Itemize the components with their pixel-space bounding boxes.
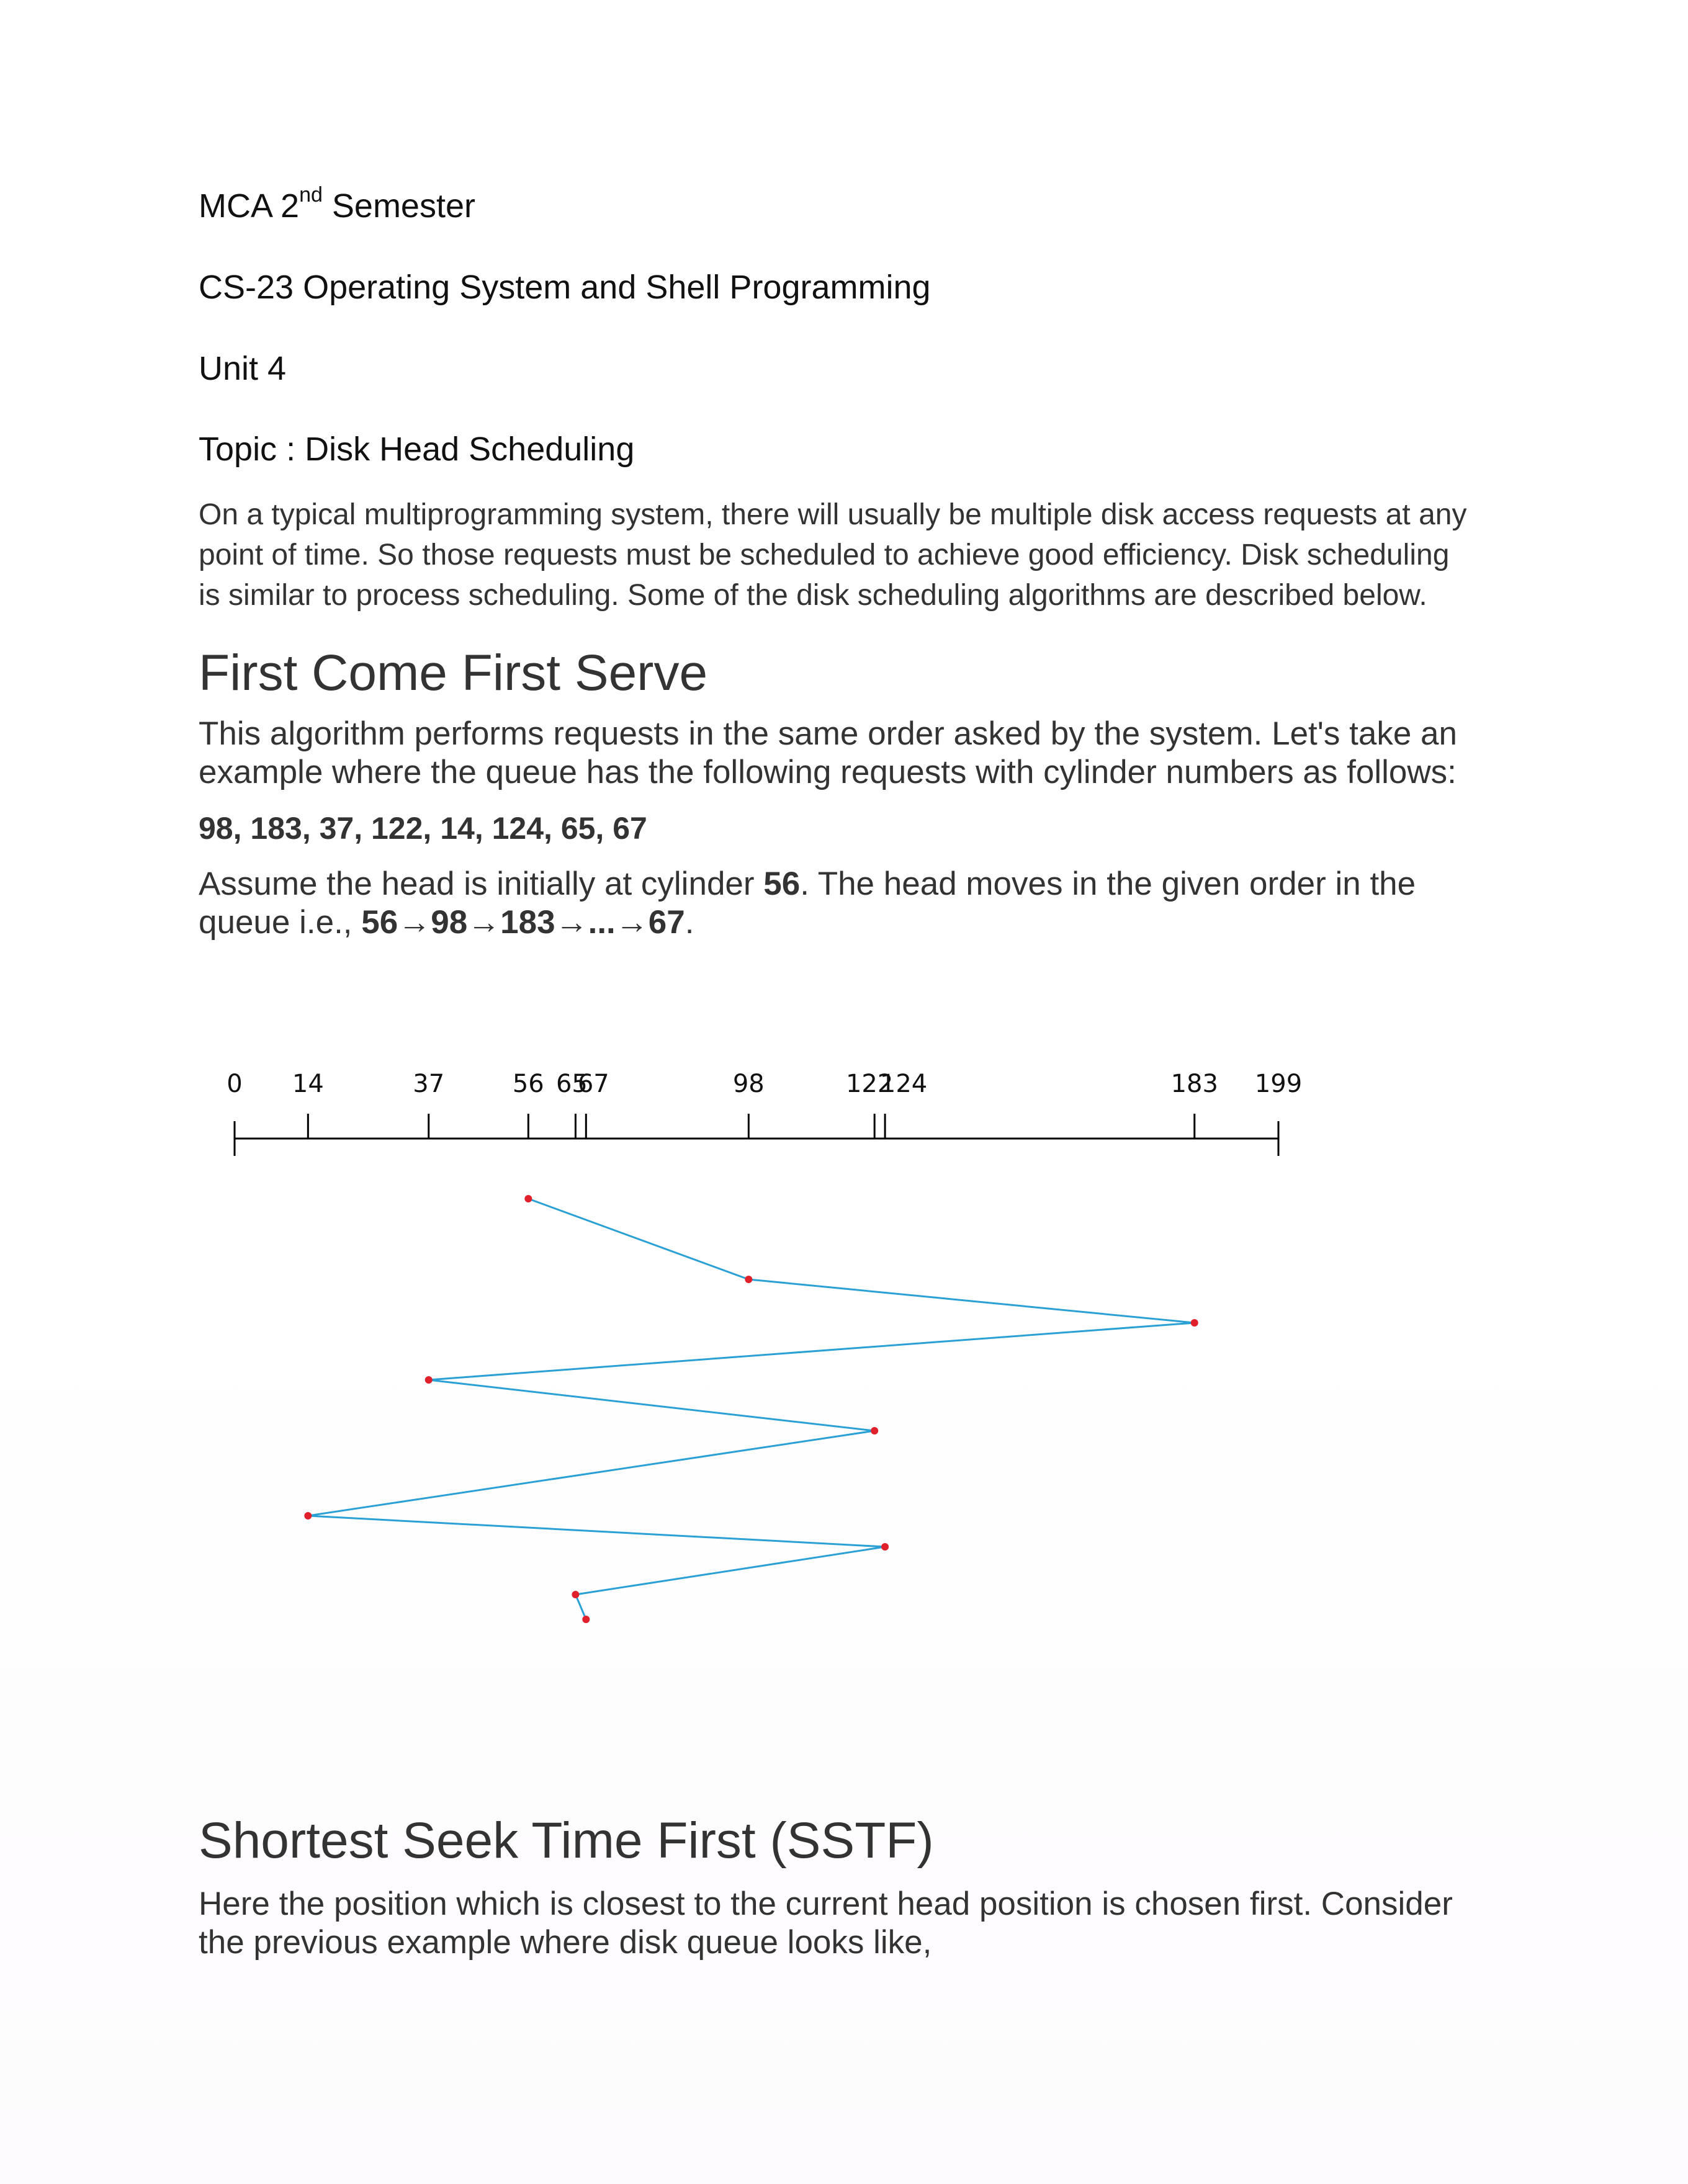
head-movement-line <box>308 1197 1195 1620</box>
assume-text-mid: . The head moves in the given order in t… <box>199 866 1416 941</box>
course-suffix: Semester <box>322 187 475 225</box>
document-content: MCA 2nd Semester CS-23 Operating System … <box>199 183 1502 942</box>
sstf-description: Here the position which is closest to th… <box>199 1886 1453 1961</box>
tick-label: 122 <box>846 1070 893 1098</box>
head-position-point <box>572 1591 580 1598</box>
fcfs-heading: First Come First Serve <box>199 645 708 702</box>
subject-line: CS-23 Operating System and Shell Program… <box>199 268 931 306</box>
fcfs-assumption: Assume the head is initially at cylinder… <box>199 865 1502 942</box>
tick-label: 0 <box>227 1070 242 1098</box>
head-position-point <box>871 1427 879 1434</box>
assume-head-cylinder: 56 <box>763 866 801 903</box>
head-position-point <box>582 1616 590 1623</box>
assume-text: Assume the head is initially at cylinder <box>199 866 764 903</box>
tick-label: 65 <box>556 1070 588 1098</box>
head-position-point <box>881 1543 889 1551</box>
course-prefix: MCA 2 <box>199 187 300 225</box>
tick-label: 67 <box>578 1070 609 1098</box>
head-position-point <box>304 1512 312 1519</box>
sstf-section: Shortest Seek Time First (SSTF) Here the… <box>199 1812 1502 1962</box>
tick-label: 37 <box>413 1070 444 1098</box>
fcfs-description: This algorithm performs requests in the … <box>199 715 1457 791</box>
unit-line: Unit 4 <box>199 349 287 387</box>
fcfs-chart: 0 14 37 56 65 67 98 122 124 183 199 <box>199 1061 1378 1685</box>
tick-label: 14 <box>292 1070 324 1098</box>
fcfs-queue: 98, 183, 37, 122, 14, 124, 65, 67 <box>199 811 647 846</box>
course-line: MCA 2nd Semester <box>199 183 1502 226</box>
intro-paragraph: On a typical multiprogramming system, th… <box>199 498 1467 612</box>
course-superscript: nd <box>299 183 323 207</box>
assume-end: . <box>685 904 694 941</box>
head-position-point <box>745 1276 753 1283</box>
topic-line: Topic : Disk Head Scheduling <box>199 431 635 468</box>
tick-label: 124 <box>880 1070 927 1098</box>
head-position-point <box>524 1195 532 1202</box>
sstf-heading: Shortest Seek Time First (SSTF) <box>199 1812 934 1869</box>
head-position-point <box>1190 1319 1198 1327</box>
tick-label: 98 <box>733 1070 765 1098</box>
assume-path: 56→98→183→...→67 <box>361 904 685 941</box>
tick-label: 183 <box>1171 1070 1218 1098</box>
tick-label: 56 <box>513 1070 544 1098</box>
tick-label: 199 <box>1255 1070 1302 1098</box>
head-position-point <box>424 1376 433 1384</box>
